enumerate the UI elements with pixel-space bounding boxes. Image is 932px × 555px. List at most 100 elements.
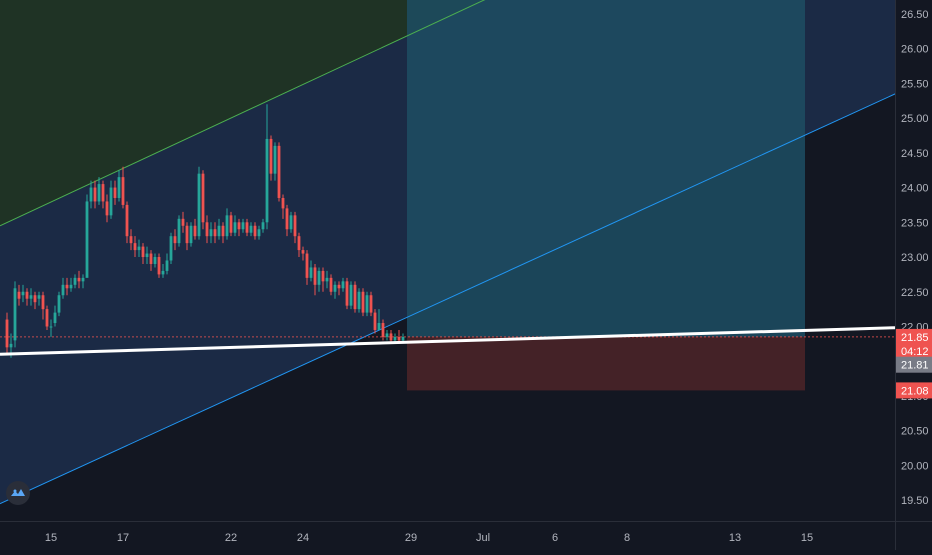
candle bbox=[97, 177, 101, 205]
candle bbox=[385, 329, 389, 341]
candle bbox=[129, 229, 133, 251]
price-tick-label: 24.00 bbox=[901, 183, 929, 195]
candle-body bbox=[357, 291, 361, 310]
candle-body bbox=[141, 246, 145, 258]
price-tick-label: 20.00 bbox=[901, 460, 929, 472]
candle-body bbox=[113, 187, 117, 198]
candle bbox=[169, 232, 173, 264]
candle bbox=[221, 222, 225, 244]
candle-body bbox=[297, 236, 301, 251]
candle bbox=[317, 267, 321, 292]
candle bbox=[281, 194, 285, 219]
candle bbox=[141, 243, 145, 264]
candle bbox=[53, 305, 57, 327]
candle-body bbox=[17, 291, 21, 299]
candle bbox=[401, 333, 405, 342]
price-tick-label: 25.00 bbox=[901, 113, 929, 125]
price-tick-label: 24.50 bbox=[901, 148, 929, 160]
candle bbox=[209, 222, 213, 244]
candle bbox=[245, 218, 249, 237]
candle-body bbox=[237, 222, 241, 230]
price-tick-label: 19.50 bbox=[901, 495, 929, 507]
candle-body bbox=[157, 257, 161, 275]
candle bbox=[321, 267, 325, 292]
candle-body bbox=[329, 277, 333, 292]
candle-body bbox=[253, 225, 257, 237]
candle bbox=[225, 208, 229, 240]
candle-body bbox=[137, 246, 141, 251]
price-tick-label: 25.50 bbox=[901, 78, 929, 90]
price-label-box bbox=[896, 356, 932, 373]
candle bbox=[41, 291, 45, 320]
candle bbox=[33, 291, 37, 310]
candle-body bbox=[189, 225, 193, 244]
candle-body bbox=[361, 291, 365, 313]
price-label-text: 04:12 bbox=[901, 346, 929, 358]
candle-body bbox=[9, 343, 13, 348]
candle bbox=[373, 309, 377, 334]
candle bbox=[273, 142, 277, 181]
candle-body bbox=[205, 222, 209, 237]
candle-body bbox=[185, 225, 189, 244]
candle-body bbox=[333, 284, 337, 292]
price-label-box bbox=[896, 382, 932, 399]
price-label-text: 21.85 bbox=[901, 332, 929, 344]
time-tick-label: 22 bbox=[225, 532, 237, 544]
mountain-icon bbox=[11, 489, 25, 496]
candle-body bbox=[305, 253, 309, 278]
candle-body bbox=[117, 177, 121, 198]
candle bbox=[377, 309, 381, 330]
candle bbox=[365, 291, 369, 317]
candle bbox=[181, 211, 185, 233]
candle bbox=[121, 166, 125, 209]
candle-body bbox=[369, 295, 373, 313]
candle-body bbox=[77, 277, 81, 282]
candle-body bbox=[165, 260, 169, 271]
candle bbox=[69, 277, 73, 292]
time-tick-label: 13 bbox=[729, 532, 741, 544]
candle bbox=[185, 222, 189, 251]
candle-body bbox=[129, 236, 133, 244]
candle-body bbox=[261, 222, 265, 230]
candle-body bbox=[265, 138, 269, 223]
target-zone bbox=[407, 0, 805, 337]
candle bbox=[265, 104, 269, 230]
candle-body bbox=[193, 225, 197, 237]
candle bbox=[201, 170, 205, 230]
candle-body bbox=[365, 295, 369, 313]
candle bbox=[165, 253, 169, 275]
candle bbox=[25, 288, 29, 306]
tradingview-logo-icon[interactable] bbox=[6, 481, 30, 505]
candle-body bbox=[49, 326, 53, 328]
candle bbox=[113, 180, 117, 205]
candle bbox=[101, 180, 105, 209]
time-tick-label: 8 bbox=[624, 532, 630, 544]
candle bbox=[213, 222, 217, 244]
candle bbox=[369, 291, 373, 317]
candle bbox=[197, 166, 201, 240]
price-label-text: 21.81 bbox=[901, 360, 929, 372]
candle-body bbox=[105, 201, 109, 216]
candle bbox=[357, 288, 361, 313]
candle bbox=[157, 253, 161, 278]
candle bbox=[49, 319, 53, 337]
time-tick-label: 29 bbox=[405, 532, 417, 544]
candle bbox=[153, 253, 157, 268]
candle-body bbox=[121, 177, 125, 205]
candle-body bbox=[177, 218, 181, 244]
candle bbox=[105, 194, 109, 223]
candle bbox=[313, 263, 317, 296]
price-tick-label: 22.50 bbox=[901, 287, 929, 299]
candle-body bbox=[65, 284, 69, 289]
candle-body bbox=[101, 184, 105, 202]
candle-body bbox=[233, 222, 237, 233]
candle-body bbox=[289, 215, 293, 230]
candle bbox=[233, 215, 237, 237]
candle-body bbox=[381, 323, 385, 337]
candle-body bbox=[85, 201, 89, 278]
candle bbox=[241, 218, 245, 233]
candle-body bbox=[257, 229, 261, 237]
candle bbox=[341, 277, 345, 292]
